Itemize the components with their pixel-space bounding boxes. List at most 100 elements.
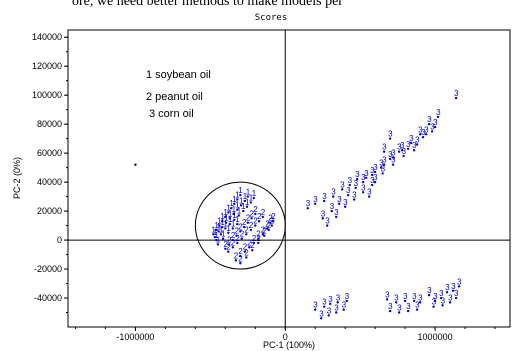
data-point-label: 3 <box>418 293 423 302</box>
data-point <box>254 212 257 216</box>
data-point <box>388 309 392 313</box>
data-point <box>266 227 269 230</box>
data-point <box>352 198 356 201</box>
x-tick-label: -1000000 <box>116 332 154 342</box>
data-point-label: 2 <box>271 212 276 221</box>
data-point-label: 2 <box>250 209 255 218</box>
data-point-label: 3 <box>430 122 435 131</box>
data-point-label: 2 <box>238 247 243 256</box>
data-point <box>306 207 309 210</box>
data-point <box>227 231 230 235</box>
data-point <box>418 133 422 136</box>
data-point <box>239 204 243 207</box>
data-point-label: 3 <box>373 173 378 182</box>
data-point <box>261 233 264 236</box>
data-point-label: 3 <box>385 290 390 299</box>
data-point-label: 1 <box>221 230 226 239</box>
data-point <box>314 308 317 311</box>
data-point-label: 3 <box>352 191 357 200</box>
data-point-label: 1 <box>235 215 240 224</box>
data-point <box>330 209 333 213</box>
data-point-label: 3 <box>391 148 396 157</box>
data-point-label: 3 <box>382 143 387 152</box>
data-point-label: 1 <box>229 199 234 208</box>
data-point <box>406 309 410 313</box>
data-point-label: 3 <box>454 289 459 298</box>
data-point <box>418 301 422 304</box>
data-point <box>242 209 245 213</box>
data-point-label: 1 <box>217 222 222 231</box>
data-point <box>433 299 437 303</box>
data-point-label: 3 <box>370 166 375 175</box>
data-point-label: 3 <box>345 292 350 301</box>
data-point <box>391 156 395 159</box>
data-point-label: 1 <box>232 195 237 204</box>
data-point-label: 1 <box>223 208 228 217</box>
data-point-label: 3 <box>355 170 360 179</box>
data-point <box>227 250 230 253</box>
data-point-label: 1 <box>246 188 251 197</box>
data-point <box>439 296 443 300</box>
data-point-label: 1 <box>235 201 240 210</box>
data-point <box>231 238 235 242</box>
data-point <box>234 259 238 262</box>
data-point-label: 2 <box>242 218 247 227</box>
y-tick-label: 80000 <box>37 119 62 129</box>
data-point <box>236 208 239 211</box>
data-point <box>382 163 386 166</box>
data-point <box>382 150 386 153</box>
data-point-label: 3 <box>427 115 432 124</box>
data-point-label: 3 <box>418 125 423 134</box>
data-point <box>327 314 330 317</box>
data-point-label: 1 <box>220 218 225 227</box>
data-point-label: 1 <box>231 219 236 228</box>
legend-item: 2 peanut oil <box>146 91 203 103</box>
data-point <box>239 193 242 197</box>
data-point <box>213 235 217 239</box>
data-point <box>427 293 431 297</box>
y-axis-ticks: -40000 -20000 0 20000 40000 60000 80000 100000 1… <box>32 32 68 314</box>
data-point-label: 2 <box>235 234 240 243</box>
data-point <box>451 289 455 292</box>
data-point-label: 3 <box>388 302 393 311</box>
data-point-label: 2 <box>252 234 257 243</box>
data-point-label: 2 <box>234 251 239 260</box>
data-point <box>232 212 235 216</box>
data-point <box>412 149 416 152</box>
data-point-label: 3 <box>354 179 359 188</box>
data-point <box>240 237 244 240</box>
data-point <box>263 234 266 237</box>
data-point <box>430 130 434 133</box>
data-point <box>361 191 365 194</box>
data-point <box>217 230 220 233</box>
data-point <box>370 173 374 177</box>
data-point-label: 1 <box>252 189 257 198</box>
data-point <box>270 224 273 227</box>
data-point-label: 3 <box>334 208 339 217</box>
data-point <box>224 215 227 219</box>
data-point <box>236 198 239 201</box>
data-point-label: 1 <box>232 205 237 214</box>
data-point <box>237 214 241 217</box>
data-point-label: 3 <box>322 298 327 307</box>
data-point-label: 1 <box>226 224 231 233</box>
data-point <box>326 224 329 227</box>
data-point <box>257 241 260 245</box>
x-axis-label: PC-1 (100%) <box>263 340 315 350</box>
data-point-label: 2 <box>268 214 273 223</box>
y-tick-label: 40000 <box>37 177 62 187</box>
x-tick-label: 1000000 <box>418 332 453 342</box>
data-point <box>409 141 413 145</box>
data-point <box>254 224 257 227</box>
data-point <box>427 122 431 126</box>
data-point-label: 3 <box>364 169 369 178</box>
data-point <box>406 147 410 150</box>
data-point <box>373 180 377 184</box>
data-point-label: 3 <box>415 301 420 310</box>
data-point <box>323 305 326 308</box>
chart-title: Scores <box>255 13 288 23</box>
data-point-label: 3 <box>361 173 366 182</box>
data-point-label: 1 <box>214 231 219 240</box>
data-point-label: 3 <box>346 186 351 195</box>
